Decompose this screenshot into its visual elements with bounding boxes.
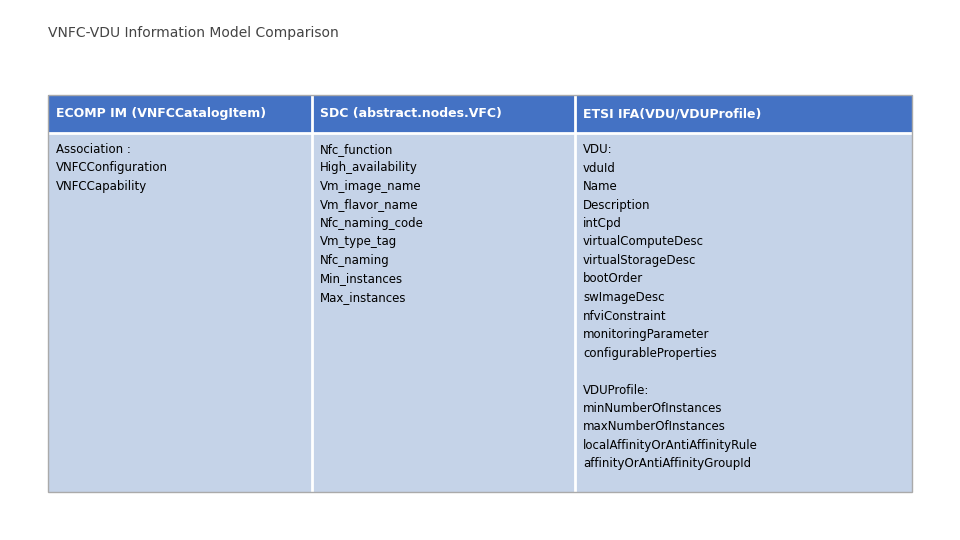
Bar <box>311 133 575 492</box>
Text: Nfc_function
High_availability
Vm_image_name
Vm_flavor_name
Nfc_naming_code
Vm_t: Nfc_function High_availability Vm_image_… <box>320 143 423 304</box>
Bar <box>575 95 912 133</box>
Bar <box>311 95 575 133</box>
Text: SDC (abstract.nodes.VFC): SDC (abstract.nodes.VFC) <box>320 107 501 120</box>
Bar <box>48 95 912 492</box>
Bar <box>48 95 311 133</box>
Text: VDU:
vduId
Name
Description
intCpd
virtualComputeDesc
virtualStorageDesc
bootOrd: VDU: vduId Name Description intCpd virtu… <box>583 143 757 470</box>
Text: ETSI IFA(VDU/VDUProfile): ETSI IFA(VDU/VDUProfile) <box>583 107 761 120</box>
Bar <box>575 133 912 492</box>
Bar <box>48 133 311 492</box>
Text: Association :
VNFCConfiguration
VNFCCapability: Association : VNFCConfiguration VNFCCapa… <box>56 143 168 193</box>
Text: VNFC-VDU Information Model Comparison: VNFC-VDU Information Model Comparison <box>48 26 339 40</box>
Text: ECOMP IM (VNFCCatalogItem): ECOMP IM (VNFCCatalogItem) <box>56 107 266 120</box>
